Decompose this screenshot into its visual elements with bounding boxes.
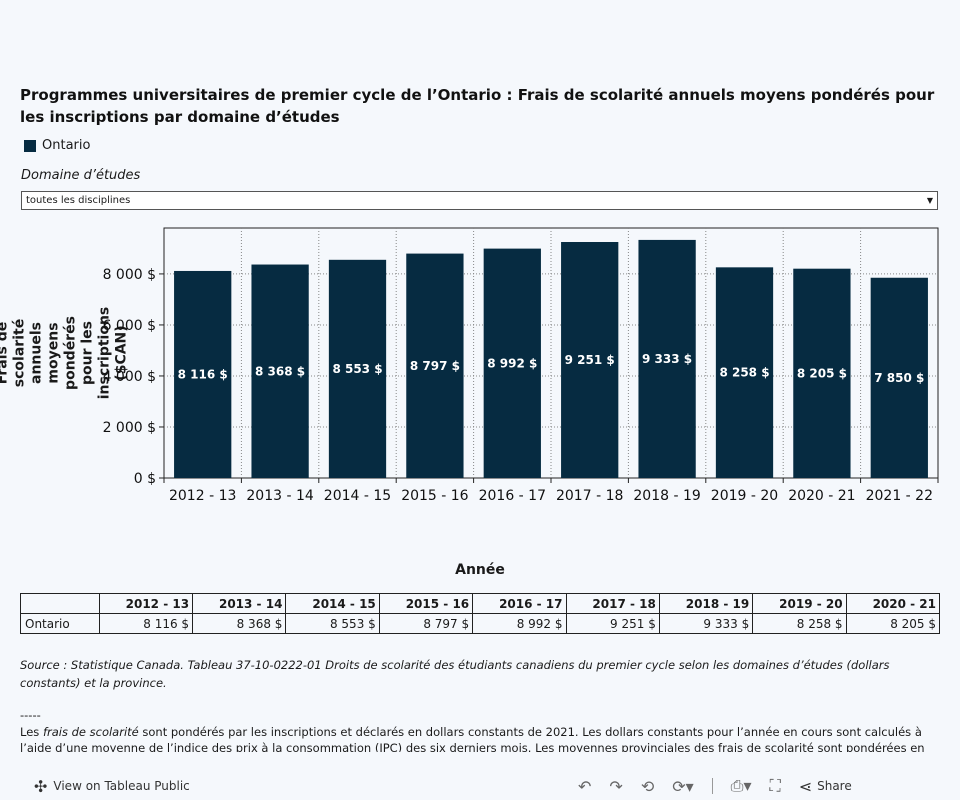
chart-title: Programmes universitaires de premier cyc… xyxy=(20,86,935,126)
x-tick-label: 2020 - 21 xyxy=(788,488,855,504)
table-header: 2013 - 14 xyxy=(192,593,287,614)
bar-value-label: 8 205 $ xyxy=(797,366,847,380)
table-header: 2012 - 13 xyxy=(98,593,194,614)
bar-value-label: 8 992 $ xyxy=(487,356,537,370)
x-tick-label: 2013 - 14 xyxy=(246,488,313,504)
y-tick-label: 6 000 $ xyxy=(103,318,156,334)
download-icon[interactable]: ⎙▾ xyxy=(730,776,752,795)
y-tick-label: 8 000 $ xyxy=(103,267,156,283)
bar-2013-14 xyxy=(251,264,309,478)
view-on-tableau-link[interactable]: ✣ View on Tableau Public xyxy=(34,776,190,796)
bar-2015-16 xyxy=(406,253,464,478)
bar-2021-22 xyxy=(870,277,928,478)
source-note: Source : Statistique Canada. Tableau 37-… xyxy=(20,658,890,690)
share-icon: ⋖ xyxy=(798,776,813,796)
y-tick-label: 2 000 $ xyxy=(103,420,156,436)
dropdown-value: toutes les disciplines xyxy=(26,195,131,206)
refresh-icon[interactable]: ⟳▾ xyxy=(672,776,694,796)
table-header: 2019 - 20 xyxy=(752,593,847,614)
x-axis-title: Année xyxy=(455,562,505,578)
toolbar-divider xyxy=(711,778,713,794)
legend-swatch xyxy=(24,139,36,152)
bar-value-label: 8 797 $ xyxy=(410,359,460,373)
revert-icon[interactable]: ⟲ xyxy=(640,776,655,796)
table-cell: 8 553 $ xyxy=(285,613,380,634)
bar-2018-19 xyxy=(638,239,696,478)
x-tick-label: 2012 - 13 xyxy=(169,488,236,504)
bar-value-label: 8 116 $ xyxy=(178,367,228,381)
bar-value-label: 8 368 $ xyxy=(255,364,305,378)
footnote: Les frais de scolarité sont pondérés par… xyxy=(20,725,925,752)
x-tick-label: 2021 - 22 xyxy=(866,488,933,504)
table-header: 2016 - 17 xyxy=(472,593,567,614)
table-cell: 8 205 $ xyxy=(845,613,940,634)
share-button[interactable]: ⋖ Share xyxy=(798,776,852,796)
table-header: 2014 - 15 xyxy=(285,593,380,614)
bar-2016-17 xyxy=(483,248,541,478)
bars: 8 116 $ 8 368 $ 8 553 $ 8 797 $ 8 992 $ 9 251… xyxy=(174,239,928,478)
filter-label: Domaine d’études xyxy=(21,168,141,183)
legend: Ontario xyxy=(24,138,90,153)
table-cell: 9 333 $ xyxy=(658,613,754,634)
table-cell: 8 797 $ xyxy=(378,613,474,634)
y-tick-label: 4 000 $ xyxy=(103,369,156,385)
table-cell: 8 992 $ xyxy=(472,613,567,634)
separator: ----- xyxy=(20,708,41,722)
bar-2020-21 xyxy=(793,268,851,478)
bar-2019-20 xyxy=(715,267,774,478)
x-tick-label: 2015 - 16 xyxy=(401,488,468,504)
bar-chart: 8 116 $ 8 368 $ 8 553 $ 8 797 $ 8 992 $ 9 251… xyxy=(103,227,939,504)
data-table: 2012 - 13 2013 - 14 2014 - 15 2015 - 16 2016… xyxy=(20,593,940,634)
table-row: Ontario 8 116 $8 368 $8 553 $8 797 $8 992… xyxy=(20,613,940,634)
x-axis: 2012 - 13 2013 - 14 2014 - 15 2015 - 16 2016… xyxy=(163,478,939,504)
field-of-study-dropdown[interactable]: toutes les disciplines ▼ xyxy=(21,191,938,210)
bar-value-label: 7 850 $ xyxy=(874,371,924,385)
legend-label: Ontario xyxy=(42,138,91,153)
redo-icon[interactable]: ↷ xyxy=(609,776,623,796)
bar-value-label: 8 553 $ xyxy=(332,362,382,376)
bar-2012-13 xyxy=(174,270,232,478)
x-tick-label: 2017 - 18 xyxy=(556,488,623,504)
table-cell: 8 368 $ xyxy=(192,613,287,634)
bar-2014-15 xyxy=(328,259,387,478)
dropdown-caret-icon: ▼ xyxy=(926,196,933,205)
x-tick-label: 2016 - 17 xyxy=(479,488,546,504)
x-tick-label: 2014 - 15 xyxy=(324,488,391,504)
table-header: 2017 - 18 xyxy=(565,593,660,614)
fullscreen-icon[interactable]: ⛶ xyxy=(769,776,781,795)
bar-value-label: 8 258 $ xyxy=(719,366,769,380)
bar-value-label: 9 333 $ xyxy=(642,352,692,366)
table-header: 2020 - 21 xyxy=(845,593,940,614)
table-cell: 8 258 $ xyxy=(752,613,847,634)
tableau-toolbar: ✣ View on Tableau Public ↶ ↷ ⟲ ⟳▾ ⎙▾ ⛶ ⋖… xyxy=(0,772,960,800)
x-tick-label: 2019 - 20 xyxy=(711,488,778,504)
y-tick-label: 0 $ xyxy=(134,471,156,487)
table-cell: 9 251 $ xyxy=(565,613,660,634)
row-label: Ontario xyxy=(20,613,100,634)
undo-icon[interactable]: ↶ xyxy=(578,776,592,796)
table-corner xyxy=(20,593,100,614)
tableau-logo-icon: ✣ xyxy=(34,776,48,796)
x-tick-label: 2018 - 19 xyxy=(633,488,700,504)
table-cell: 8 116 $ xyxy=(98,613,194,634)
y-axis: 0 $ 2 000 $ 4 000 $ 6 000 $ 8 000 $ xyxy=(103,267,164,487)
table-header: 2018 - 19 xyxy=(658,593,754,614)
bar-2017-18 xyxy=(561,242,619,478)
table-header: 2015 - 16 xyxy=(378,593,474,614)
bar-value-label: 9 251 $ xyxy=(565,353,615,367)
